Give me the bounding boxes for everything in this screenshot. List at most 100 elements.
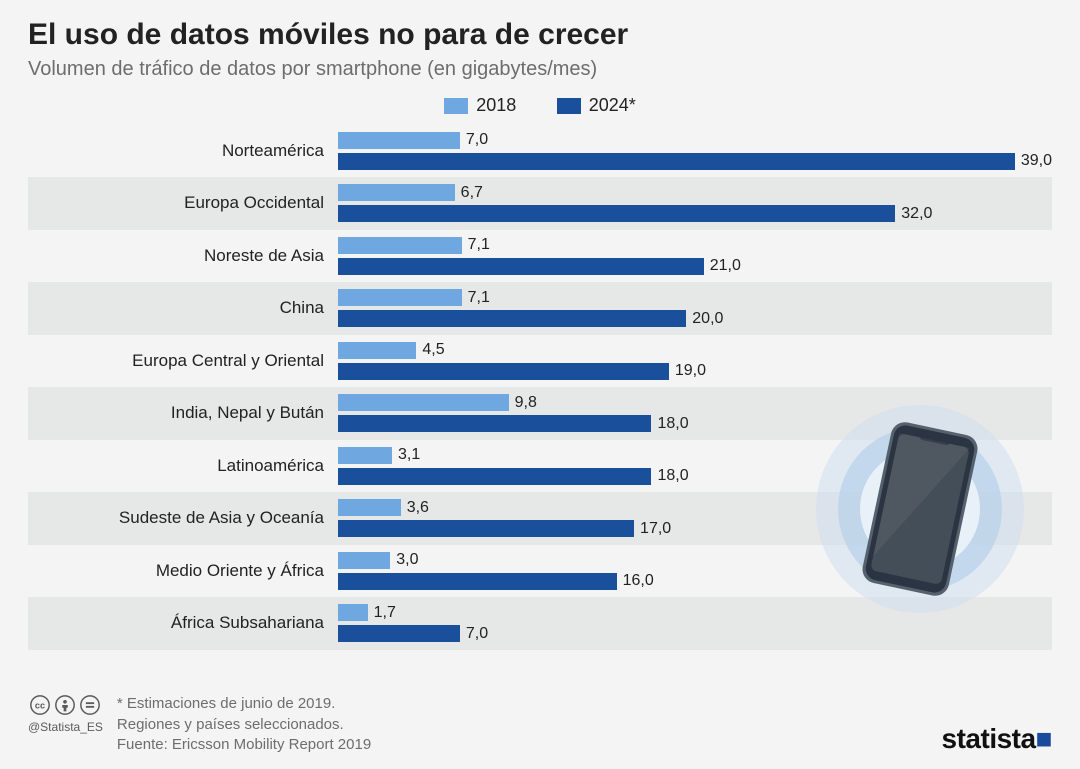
value-label: 16,0 — [623, 572, 654, 590]
legend-label-2024: 2024* — [589, 95, 636, 116]
svg-text:cc: cc — [35, 701, 45, 711]
category-label: Europa Occidental — [28, 193, 338, 213]
statista-logo: statista■ — [942, 723, 1052, 755]
bar-2018-row: 9,8 — [338, 394, 1052, 412]
bar-group: 9,8 18,0 — [338, 387, 1052, 440]
legend-label-2018: 2018 — [476, 95, 516, 116]
category-label: India, Nepal y Bután — [28, 403, 338, 423]
cc-icons: cc — [29, 694, 101, 716]
source-line: Fuente: Ericsson Mobility Report 2019 — [117, 735, 371, 755]
value-label: 3,1 — [398, 446, 420, 464]
category-label: Noreste de Asia — [28, 246, 338, 266]
bar-group: 4,5 19,0 — [338, 335, 1052, 388]
value-label: 19,0 — [675, 362, 706, 380]
category-label: Latinoamérica — [28, 456, 338, 476]
bar-2024 — [338, 520, 634, 537]
bar-2024 — [338, 205, 895, 222]
bar-2024-row: 7,0 — [338, 625, 1052, 643]
footer-left: cc @Statista_ES * Estimaciones de junio … — [28, 694, 371, 755]
license-block: cc @Statista_ES — [28, 694, 103, 734]
bar-2024-row: 17,0 — [338, 520, 1052, 538]
legend: 2018 2024* — [28, 95, 1052, 119]
value-label: 3,6 — [407, 499, 429, 517]
value-label: 4,5 — [422, 341, 444, 359]
footer-notes: * Estimaciones de junio de 2019. Regione… — [117, 694, 371, 755]
bar-2024-row: 19,0 — [338, 362, 1052, 380]
value-label: 7,1 — [468, 236, 490, 254]
value-label: 39,0 — [1021, 152, 1052, 170]
bar-2018-row: 3,1 — [338, 446, 1052, 464]
chart-row: Norteamérica 7,0 39,0 — [28, 125, 1052, 178]
bar-2024-row: 39,0 — [338, 152, 1052, 170]
footnote-2: Regiones y países seleccionados. — [117, 715, 371, 735]
category-label: Europa Central y Oriental — [28, 351, 338, 371]
bar-2024-row: 16,0 — [338, 572, 1052, 590]
bar-2024 — [338, 153, 1015, 170]
bar-group: 7,0 39,0 — [338, 125, 1052, 178]
chart-container: El uso de datos móviles no para de crece… — [0, 0, 1080, 769]
category-label: Medio Oriente y África — [28, 561, 338, 581]
value-label: 21,0 — [710, 257, 741, 275]
bar-2018 — [338, 342, 416, 359]
bar-group: 3,6 17,0 — [338, 492, 1052, 545]
bar-2018 — [338, 394, 509, 411]
bar-2018 — [338, 132, 460, 149]
bar-2018-row: 7,0 — [338, 131, 1052, 149]
category-label: Norteamérica — [28, 141, 338, 161]
nd-icon — [79, 694, 101, 716]
category-label: China — [28, 298, 338, 318]
bar-2024 — [338, 310, 686, 327]
bar-group: 1,7 7,0 — [338, 597, 1052, 650]
bar-2024-row: 18,0 — [338, 467, 1052, 485]
bar-2024 — [338, 573, 617, 590]
bar-2024-row: 32,0 — [338, 205, 1052, 223]
legend-swatch-2018 — [444, 98, 468, 114]
bar-2024 — [338, 363, 669, 380]
bar-2024 — [338, 625, 460, 642]
bar-2018 — [338, 237, 462, 254]
bar-2018 — [338, 499, 401, 516]
bar-2018-row: 1,7 — [338, 604, 1052, 622]
bar-2024-row: 18,0 — [338, 415, 1052, 433]
chart-subtitle: Volumen de tráfico de datos por smartpho… — [28, 58, 1052, 81]
chart-row: India, Nepal y Bután 9,8 18,0 — [28, 387, 1052, 440]
bar-group: 3,0 16,0 — [338, 545, 1052, 598]
value-label: 7,0 — [466, 625, 488, 643]
chart-row: Europa Central y Oriental 4,5 19,0 — [28, 335, 1052, 388]
chart-row: Latinoamérica 3,1 18,0 — [28, 440, 1052, 493]
bar-group: 6,7 32,0 — [338, 177, 1052, 230]
bar-2018 — [338, 604, 368, 621]
bar-2018-row: 6,7 — [338, 184, 1052, 202]
bar-chart: Norteamérica 7,0 39,0 Europa Occidental6,7 3… — [28, 125, 1052, 650]
bar-group: 7,1 21,0 — [338, 230, 1052, 283]
bar-2018 — [338, 552, 390, 569]
category-label: África Subsahariana — [28, 613, 338, 633]
value-label: 9,8 — [515, 394, 537, 412]
by-icon — [54, 694, 76, 716]
value-label: 18,0 — [657, 415, 688, 433]
cc-icon: cc — [29, 694, 51, 716]
bar-2018-row: 4,5 — [338, 341, 1052, 359]
bar-group: 3,1 18,0 — [338, 440, 1052, 493]
value-label: 3,0 — [396, 551, 418, 569]
bar-2018 — [338, 447, 392, 464]
value-label: 7,1 — [468, 289, 490, 307]
value-label: 7,0 — [466, 131, 488, 149]
bar-2024 — [338, 468, 651, 485]
social-handle: @Statista_ES — [28, 720, 103, 734]
bar-2018-row: 3,0 — [338, 551, 1052, 569]
value-label: 1,7 — [374, 604, 396, 622]
category-label: Sudeste de Asia y Oceanía — [28, 508, 338, 528]
legend-item-2024: 2024* — [557, 95, 636, 116]
chart-row: Noreste de Asia 7,1 21,0 — [28, 230, 1052, 283]
chart-row: China 7,1 20,0 — [28, 282, 1052, 335]
footer: cc @Statista_ES * Estimaciones de junio … — [28, 694, 1052, 755]
logo-accent: ■ — [1036, 723, 1052, 754]
chart-title: El uso de datos móviles no para de crece… — [28, 18, 1052, 52]
bar-2018 — [338, 289, 462, 306]
bar-2018-row: 3,6 — [338, 499, 1052, 517]
bar-2024 — [338, 415, 651, 432]
chart-row: Medio Oriente y África 3,0 16,0 — [28, 545, 1052, 598]
value-label: 20,0 — [692, 310, 723, 328]
legend-swatch-2024 — [557, 98, 581, 114]
